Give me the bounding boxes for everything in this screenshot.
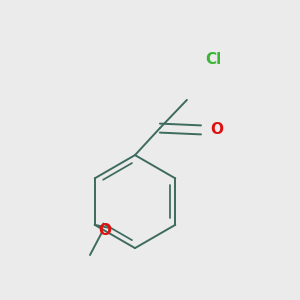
Text: O: O: [210, 122, 223, 137]
Text: Cl: Cl: [205, 52, 221, 68]
Text: O: O: [98, 223, 112, 238]
